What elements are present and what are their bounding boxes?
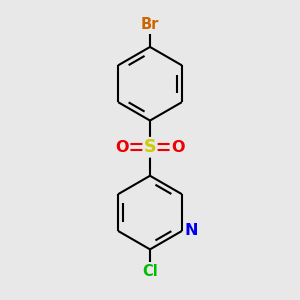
Text: O: O [116,140,129,155]
Text: Cl: Cl [142,264,158,279]
Text: N: N [184,224,198,238]
Text: O: O [171,140,184,155]
Text: S: S [144,138,156,156]
Text: Br: Br [141,17,159,32]
